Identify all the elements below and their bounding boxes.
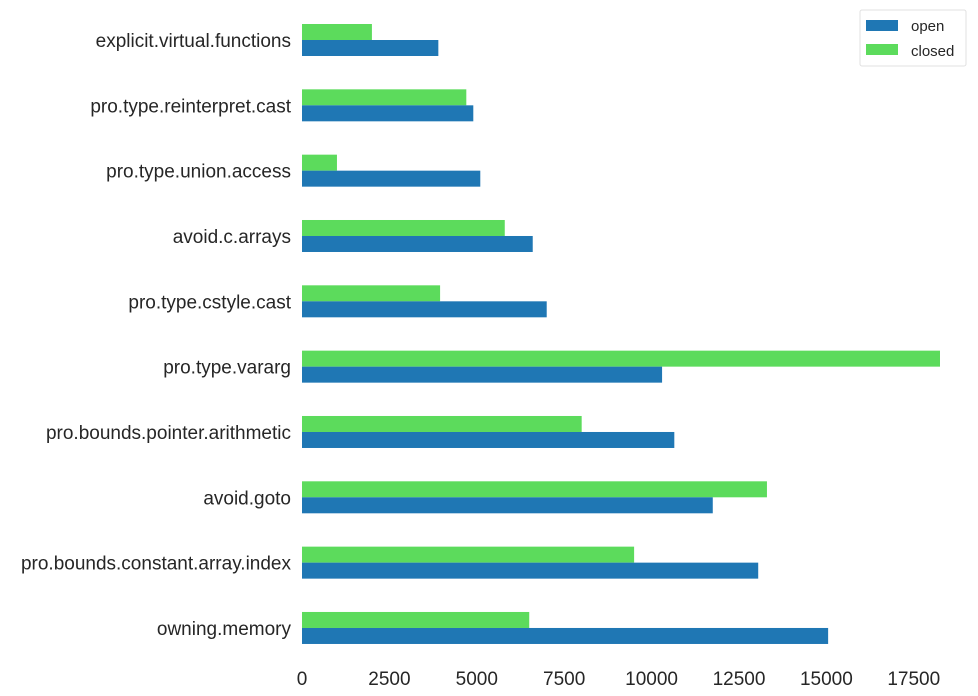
bar-closed-7 bbox=[302, 481, 767, 498]
bars-group bbox=[302, 24, 940, 644]
category-label-0: explicit.virtual.functions bbox=[96, 31, 291, 52]
bar-closed-2 bbox=[302, 154, 337, 171]
category-label-2: pro.type.union.access bbox=[106, 162, 291, 183]
category-label-1: pro.type.reinterpret.cast bbox=[90, 96, 291, 117]
bar-open-5 bbox=[302, 366, 663, 383]
legend-swatch-closed bbox=[866, 44, 898, 55]
bar-closed-0 bbox=[302, 24, 372, 40]
x-tick-label-2: 5000 bbox=[456, 669, 498, 690]
legend-label-open: open bbox=[911, 18, 944, 35]
legend-swatch-open bbox=[866, 20, 898, 31]
x-tick-label-7: 17500 bbox=[887, 669, 940, 690]
x-tick-labels: 0 2500 5000 7500 10000 12500 15000 17500 bbox=[297, 669, 940, 690]
bar-open-8 bbox=[302, 562, 759, 579]
bar-closed-3 bbox=[302, 219, 505, 236]
x-tick-label-3: 7500 bbox=[543, 669, 585, 690]
bar-closed-6 bbox=[302, 415, 582, 432]
bar-open-9 bbox=[302, 627, 829, 644]
bar-closed-1 bbox=[302, 89, 467, 106]
category-label-6: pro.bounds.pointer.arithmetic bbox=[46, 423, 291, 444]
x-tick-label-5: 12500 bbox=[713, 669, 766, 690]
bar-open-1 bbox=[302, 105, 474, 122]
bar-open-6 bbox=[302, 431, 675, 448]
category-label-7: avoid.goto bbox=[203, 488, 291, 509]
x-tick-label-0: 0 bbox=[297, 669, 308, 690]
category-labels: explicit.virtual.functions pro.type.reint… bbox=[21, 31, 292, 640]
bar-closed-8 bbox=[302, 546, 635, 563]
legend-label-closed: closed bbox=[911, 43, 954, 60]
bar-open-2 bbox=[302, 170, 481, 187]
bar-closed-9 bbox=[302, 611, 530, 628]
category-label-9: owning.memory bbox=[157, 619, 292, 640]
category-label-5: pro.type.vararg bbox=[163, 358, 291, 379]
bar-open-0 bbox=[302, 40, 439, 56]
bar-open-7 bbox=[302, 497, 713, 514]
x-tick-label-4: 10000 bbox=[625, 669, 678, 690]
x-tick-label-1: 2500 bbox=[368, 669, 410, 690]
category-label-3: avoid.c.arrays bbox=[173, 227, 291, 248]
bar-closed-4 bbox=[302, 285, 441, 302]
bar-closed-5 bbox=[302, 350, 940, 367]
x-tick-label-6: 15000 bbox=[800, 669, 853, 690]
category-label-8: pro.bounds.constant.array.index bbox=[21, 554, 292, 575]
legend: open closed bbox=[859, 9, 967, 67]
bar-open-3 bbox=[302, 235, 533, 252]
category-label-4: pro.type.cstyle.cast bbox=[128, 292, 291, 313]
bar-open-4 bbox=[302, 301, 547, 318]
